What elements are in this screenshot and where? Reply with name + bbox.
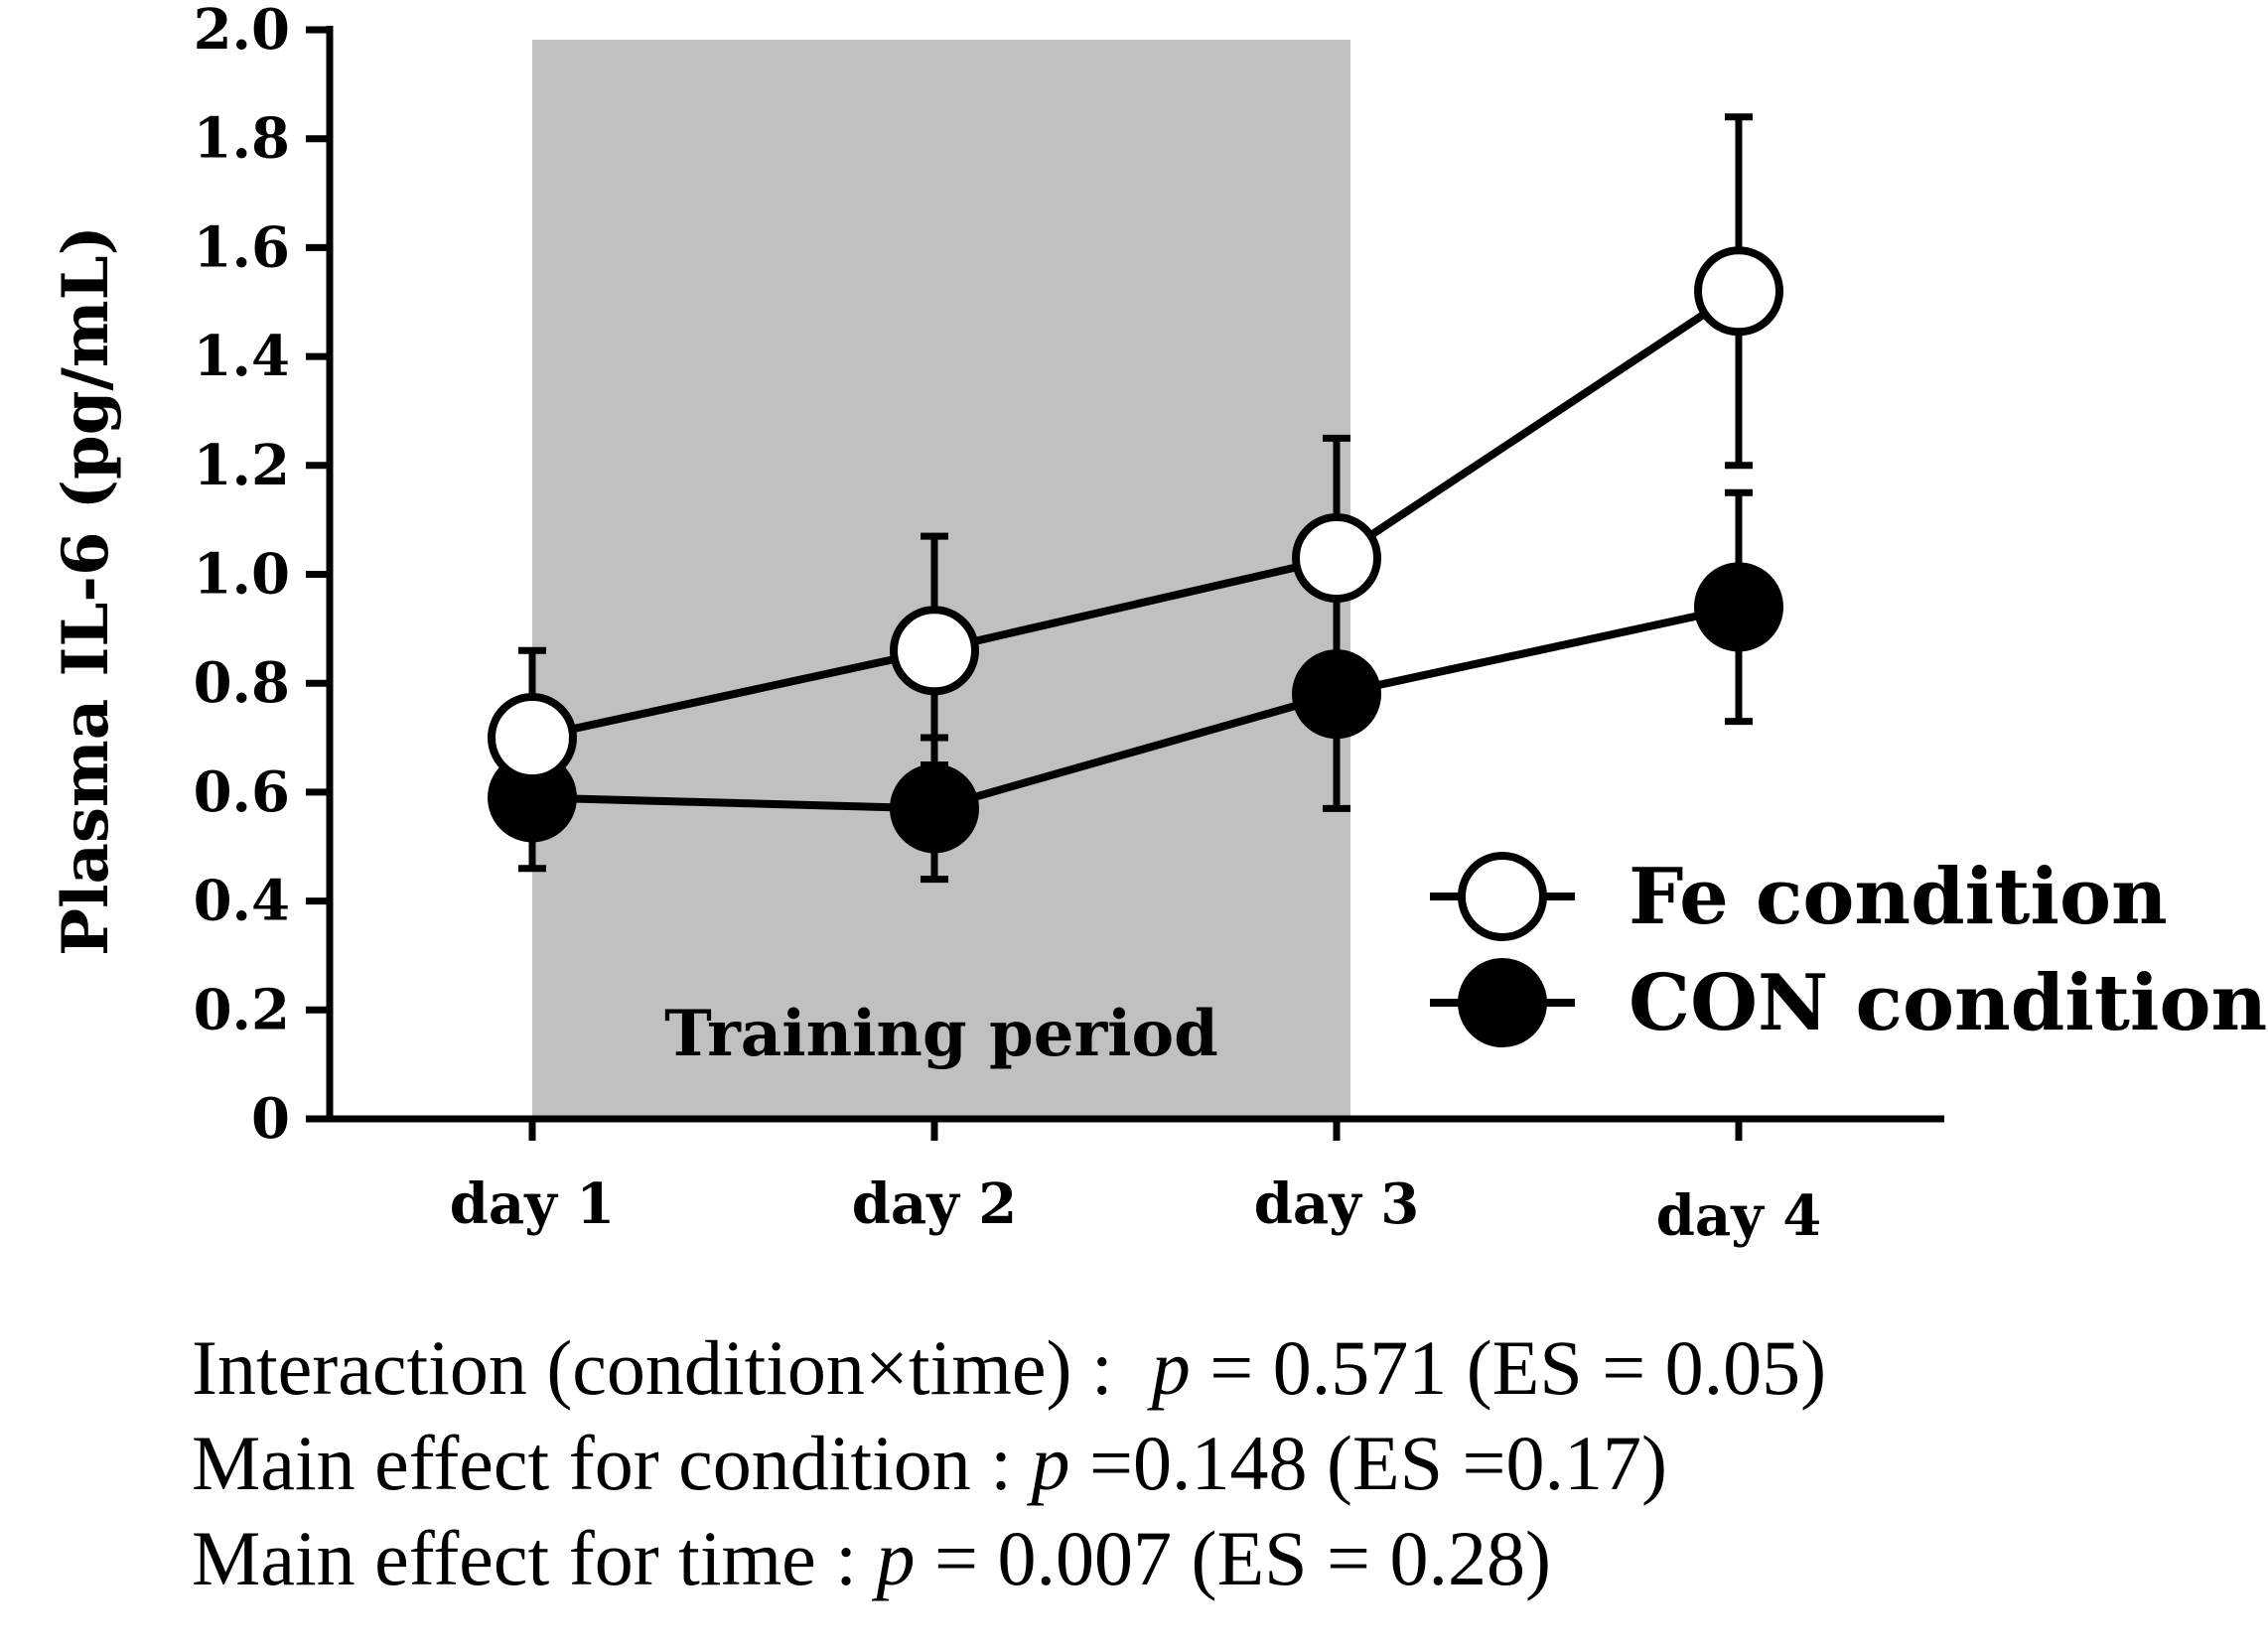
stats-interaction-value: = 0.571 (ES = 0.05)	[1190, 1324, 1827, 1411]
stats-condition: Main effect for condition : p =0.148 (ES…	[192, 1416, 1826, 1511]
y-tick-label: 0.8	[194, 650, 290, 716]
y-tick-label: 0.4	[194, 869, 290, 934]
y-tick-label: 1.4	[194, 324, 290, 389]
data-point	[488, 693, 577, 783]
legend-marker	[1458, 958, 1547, 1047]
data-point	[1292, 513, 1381, 604]
line-chart: Training period 0 0.2 0.4 0.6 0.8 1.0 1.2 1.4 1.…	[49, 0, 2267, 1249]
stats-interaction-label: Interaction (condition×time) :	[192, 1324, 1152, 1411]
data-point	[890, 763, 979, 854]
x-tick-label: day 2	[852, 1171, 1017, 1237]
legend-label: CON condition	[1629, 958, 2267, 1048]
stats-condition-p: p	[1031, 1420, 1070, 1506]
data-point	[1694, 246, 1783, 337]
legend-item-fe: Fe condition	[1430, 852, 2168, 942]
training-period-label: Training period	[664, 997, 1218, 1071]
stats-condition-label: Main effect for condition :	[192, 1420, 1032, 1506]
statistics-summary: Interaction (condition×time) : p = 0.571…	[192, 1320, 1826, 1606]
legend-label: Fe condition	[1629, 852, 2168, 942]
training-period-band	[532, 40, 1350, 1119]
stats-time-value: = 0.007 (ES = 0.28)	[915, 1515, 1551, 1601]
y-tick-label: 0.2	[194, 977, 290, 1042]
y-axis-ticks: 0 0.2 0.4 0.6 0.8 1.0 1.2 1.4 1.6 1.8 2.0	[194, 0, 330, 1152]
y-tick-label: 2.0	[194, 0, 290, 63]
x-axis-ticks: day 1 day 2 day 3 day 4	[450, 1119, 1821, 1249]
series-line	[531, 287, 1742, 742]
y-tick-label: 1.8	[194, 106, 290, 172]
stats-time-label: Main effect for time :	[192, 1515, 877, 1601]
y-tick-label: 0	[251, 1086, 290, 1152]
stats-time: Main effect for time : p = 0.007 (ES = 0…	[192, 1511, 1826, 1606]
x-tick-label: day 4	[1656, 1183, 1821, 1249]
y-tick-label: 1.6	[194, 214, 290, 280]
stats-interaction-p: p	[1151, 1324, 1191, 1411]
stats-condition-value: =0.148 (ES =0.17)	[1069, 1420, 1667, 1506]
y-tick-label: 0.6	[194, 759, 290, 825]
y-tick-label: 1.2	[194, 433, 290, 498]
legend-item-con: CON condition	[1430, 958, 2267, 1048]
stats-interaction: Interaction (condition×time) : p = 0.571…	[192, 1320, 1826, 1416]
y-axis-label: Plasma IL-6 (pg/mL)	[49, 225, 123, 956]
series-layer	[488, 113, 1783, 884]
data-point	[1694, 562, 1783, 652]
legend: Fe condition CON condition	[1430, 852, 2267, 1048]
y-tick-label: 1.0	[194, 542, 290, 608]
stats-time-p: p	[876, 1515, 916, 1601]
legend-marker	[1458, 852, 1547, 941]
data-point	[890, 606, 979, 696]
x-tick-label: day 1	[450, 1171, 615, 1237]
series-line	[531, 603, 1740, 813]
series-fe	[488, 113, 1783, 829]
x-tick-label: day 3	[1254, 1171, 1419, 1237]
